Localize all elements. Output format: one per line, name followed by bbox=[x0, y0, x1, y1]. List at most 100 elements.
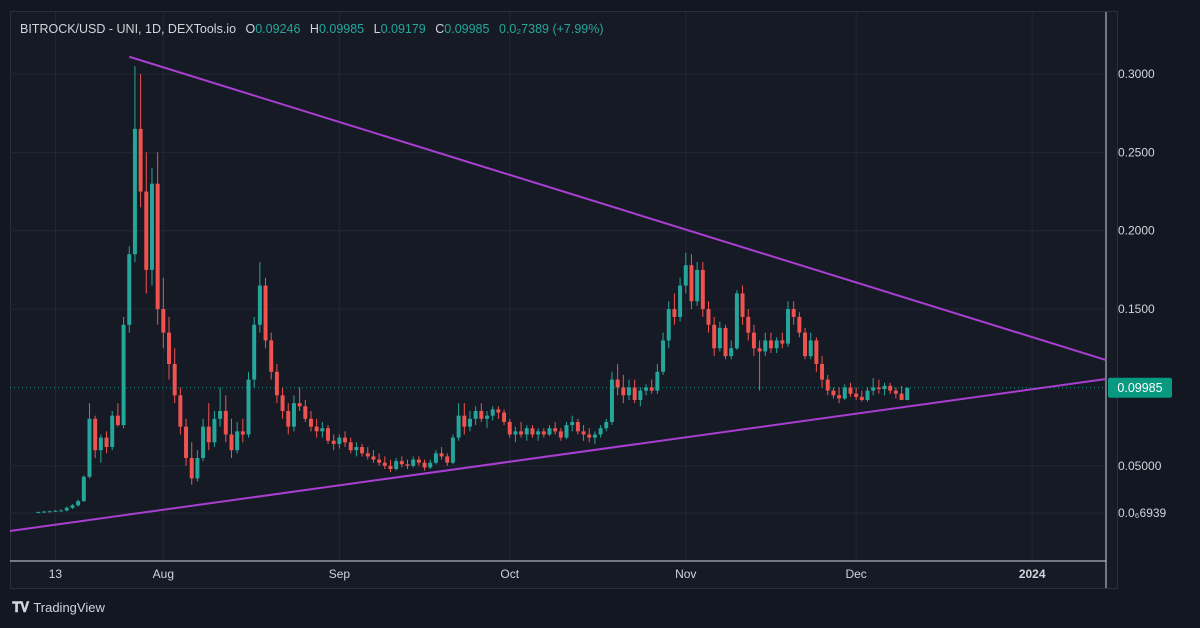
candle bbox=[161, 277, 166, 349]
candle bbox=[399, 456, 404, 468]
candle-body bbox=[814, 340, 819, 364]
candle bbox=[808, 332, 813, 360]
y-tick-label: 0.05000 bbox=[1118, 459, 1162, 473]
candle bbox=[246, 371, 251, 438]
tradingview-brand[interactable]: 𝐓𝐕 TradingView bbox=[12, 599, 105, 616]
candle bbox=[394, 457, 399, 471]
candle-body bbox=[507, 421, 512, 435]
candle bbox=[240, 418, 245, 443]
chart-panel[interactable] bbox=[10, 11, 1118, 589]
candle bbox=[473, 406, 478, 426]
candle-body bbox=[42, 511, 47, 513]
candle bbox=[59, 509, 64, 512]
candle bbox=[348, 437, 353, 454]
candle bbox=[149, 168, 154, 286]
candle-body bbox=[388, 465, 393, 469]
candle bbox=[121, 316, 126, 429]
y-tick-label: 0.1500 bbox=[1118, 302, 1155, 316]
candle bbox=[587, 428, 592, 443]
open-label: O bbox=[245, 22, 256, 36]
candle-body bbox=[621, 387, 626, 396]
candle bbox=[201, 418, 206, 462]
candle-body bbox=[479, 410, 484, 419]
candle bbox=[479, 403, 484, 422]
candle bbox=[388, 459, 393, 473]
candle bbox=[712, 316, 717, 357]
candle bbox=[371, 450, 376, 463]
candle bbox=[195, 450, 200, 482]
candle bbox=[502, 409, 507, 426]
candle-body bbox=[184, 426, 189, 458]
candle bbox=[167, 316, 171, 380]
candle bbox=[644, 384, 649, 396]
candle bbox=[343, 431, 348, 448]
candle-body bbox=[865, 390, 870, 400]
candle-body bbox=[490, 409, 495, 416]
candle-body bbox=[422, 462, 427, 468]
candle-body bbox=[842, 387, 847, 399]
candle-body bbox=[820, 363, 825, 380]
candle bbox=[365, 447, 370, 460]
candle-body bbox=[439, 453, 444, 457]
candle-body bbox=[360, 447, 365, 454]
candle-body bbox=[632, 387, 637, 400]
candle-body bbox=[530, 428, 535, 435]
candle bbox=[98, 434, 103, 463]
candle-body bbox=[536, 431, 541, 435]
x-tick-label: Nov bbox=[675, 567, 696, 581]
candle-body bbox=[803, 332, 808, 357]
candle-body bbox=[598, 428, 603, 435]
candle-body bbox=[786, 309, 790, 344]
candle bbox=[604, 418, 609, 432]
candle bbox=[661, 332, 666, 375]
candle bbox=[303, 399, 308, 422]
candle-body bbox=[496, 409, 501, 413]
tradingview-logo-icon: 𝐓𝐕 bbox=[12, 599, 29, 615]
candle-body bbox=[473, 410, 478, 419]
candle bbox=[893, 387, 898, 399]
candle-body bbox=[286, 410, 291, 427]
candle bbox=[666, 301, 671, 349]
candle bbox=[496, 406, 501, 419]
candle bbox=[729, 340, 734, 360]
candle bbox=[127, 246, 132, 333]
candle-body bbox=[661, 340, 666, 372]
low-label: L bbox=[373, 22, 381, 36]
candle bbox=[507, 418, 512, 438]
candle-body bbox=[382, 462, 387, 466]
candle-body bbox=[854, 393, 859, 397]
y-tick-label: 0.2500 bbox=[1118, 145, 1155, 159]
candle bbox=[695, 262, 700, 306]
candle-body bbox=[837, 395, 842, 399]
candle bbox=[422, 459, 427, 471]
candle-body bbox=[229, 434, 234, 451]
symbol-label: BITROCK/USD - UNI, 1D, DEXTools.io bbox=[20, 22, 237, 36]
candle-body bbox=[519, 431, 524, 435]
x-tick-label: Aug bbox=[153, 567, 174, 581]
candle-body bbox=[502, 412, 507, 422]
candle-body bbox=[797, 316, 802, 333]
candle-body bbox=[700, 269, 705, 310]
candle bbox=[786, 301, 790, 347]
candle-body bbox=[189, 457, 194, 479]
candle bbox=[286, 403, 291, 435]
candle-body bbox=[513, 431, 518, 435]
x-tick-label: 2024 bbox=[1019, 567, 1046, 581]
candle bbox=[519, 421, 524, 438]
candle-body bbox=[127, 254, 132, 325]
candle-body bbox=[689, 265, 694, 302]
candle-body bbox=[678, 285, 683, 317]
candle bbox=[416, 456, 421, 466]
candle bbox=[513, 426, 518, 443]
candle-body bbox=[178, 395, 183, 427]
candle bbox=[331, 434, 336, 451]
candle bbox=[882, 382, 887, 396]
candle-body bbox=[201, 426, 206, 458]
candle-body bbox=[98, 437, 103, 451]
candle-body bbox=[365, 453, 370, 457]
candle bbox=[655, 363, 660, 394]
candle-body bbox=[405, 464, 410, 466]
brand-name: TradingView bbox=[33, 600, 105, 615]
candle bbox=[820, 356, 825, 388]
